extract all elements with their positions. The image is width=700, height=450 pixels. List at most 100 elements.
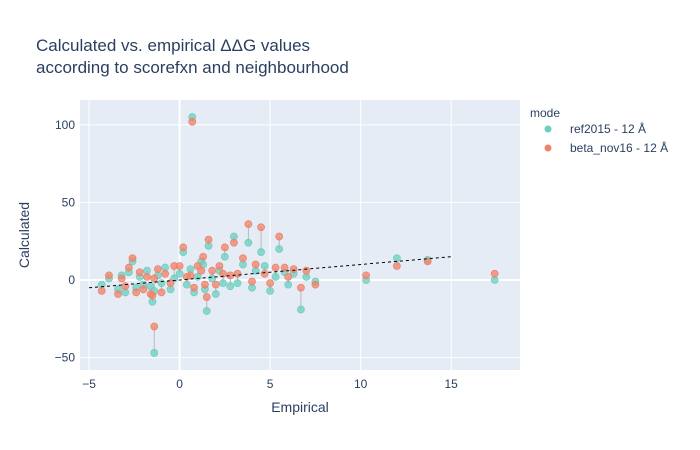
x-tick-label: 5 [267,377,274,391]
data-point-ref2015[interactable] [182,280,191,289]
data-point-ref2015[interactable] [392,254,401,263]
data-point-ref2015[interactable] [244,238,253,247]
data-point-ref2015[interactable] [208,274,217,283]
data-point-ref2015[interactable] [266,286,275,295]
x-tick-label: 10 [354,377,368,391]
legend-item-beta-nov16[interactable]: beta_nov16 - 12 Å [544,140,669,155]
data-point-ref2015[interactable] [297,305,305,314]
data-point-ref2015[interactable] [257,248,265,256]
data-point-beta-nov16[interactable] [157,288,166,297]
data-point-beta-nov16[interactable] [257,223,265,232]
data-point-ref2015[interactable] [233,279,242,288]
data-points [97,113,499,357]
data-point-ref2015[interactable] [284,280,293,289]
data-point-beta-nov16[interactable] [251,260,260,269]
data-point-beta-nov16[interactable] [124,263,133,272]
data-point-beta-nov16[interactable] [302,266,311,275]
data-point-beta-nov16[interactable] [266,279,275,288]
trend-line [89,256,452,289]
data-point-beta-nov16[interactable] [202,293,211,301]
data-point-beta-nov16[interactable] [284,272,293,281]
x-axis-title: Empirical [271,399,329,415]
data-point-beta-nov16[interactable] [297,283,305,292]
data-point-beta-nov16[interactable] [97,286,106,295]
data-point-beta-nov16[interactable] [132,288,141,297]
data-point-beta-nov16[interactable] [128,254,137,263]
data-point-beta-nov16[interactable] [121,282,130,291]
data-point-beta-nov16[interactable] [211,280,220,289]
legend: mode ref2015 - 12 Å beta_nov16 - 12 Å [530,106,668,155]
data-point-beta-nov16[interactable] [201,280,209,289]
data-point-ref2015[interactable] [193,272,202,281]
data-point-beta-nov16[interactable] [248,277,256,286]
data-point-beta-nov16[interactable] [280,263,289,272]
data-point-beta-nov16[interactable] [289,265,298,274]
data-point-beta-nov16[interactable] [239,254,247,263]
data-point-ref2015[interactable] [226,282,235,291]
trend-line-path [89,256,452,289]
data-point-ref2015[interactable] [275,245,284,253]
legend-marker-ref2015 [544,125,552,133]
chart-title-line-1: Calculated vs. empirical ΔΔG values [36,36,310,55]
legend-label-ref2015: ref2015 - 12 Å [570,121,646,136]
legend-item-ref2015[interactable]: ref2015 - 12 Å [544,121,647,136]
data-point-beta-nov16[interactable] [208,266,217,275]
data-point-beta-nov16[interactable] [197,266,206,275]
data-point-beta-nov16[interactable] [179,243,188,252]
data-point-beta-nov16[interactable] [271,263,280,272]
data-point-beta-nov16[interactable] [117,274,126,283]
data-point-beta-nov16[interactable] [204,235,213,244]
data-point-beta-nov16[interactable] [150,274,159,283]
data-point-beta-nov16[interactable] [199,252,208,261]
data-point-beta-nov16[interactable] [423,257,432,266]
data-point-beta-nov16[interactable] [105,271,113,280]
chart-title-line-2: according to scorefxn and neighbourhood [36,58,349,77]
data-point-beta-nov16[interactable] [161,269,170,278]
data-point-beta-nov16[interactable] [219,269,227,278]
data-point-beta-nov16[interactable] [311,280,320,289]
data-point-ref2015[interactable] [219,279,227,288]
x-tick-label: 0 [176,377,183,391]
data-point-ref2015[interactable] [211,290,220,298]
data-point-beta-nov16[interactable] [186,271,195,280]
data-point-beta-nov16[interactable] [490,269,499,278]
y-axis-title: Calculated [16,202,32,268]
data-point-ref2015[interactable] [260,262,269,270]
chart-title: Calculated vs. empirical ΔΔG values acco… [36,36,349,77]
data-point-beta-nov16[interactable] [233,269,242,278]
data-point-beta-nov16[interactable] [275,232,284,241]
plot-area [80,100,520,370]
data-point-beta-nov16[interactable] [188,117,197,126]
x-tick-label: −5 [82,377,96,391]
data-point-beta-nov16[interactable] [153,265,162,274]
data-point-beta-nov16[interactable] [148,291,157,300]
legend-title: mode [530,106,560,120]
data-point-beta-nov16[interactable] [150,322,159,331]
data-point-beta-nov16[interactable] [135,268,144,277]
data-point-beta-nov16[interactable] [175,262,184,270]
data-point-ref2015[interactable] [157,279,166,288]
data-point-beta-nov16[interactable] [362,271,370,280]
data-point-beta-nov16[interactable] [230,238,238,247]
data-point-ref2015[interactable] [150,349,159,357]
data-point-beta-nov16[interactable] [220,243,229,252]
y-tick-label: 50 [62,195,76,209]
data-point-ref2015[interactable] [202,307,211,315]
data-point-beta-nov16[interactable] [215,262,224,270]
data-point-beta-nov16[interactable] [190,283,198,292]
data-point-ref2015[interactable] [271,272,280,281]
data-point-beta-nov16[interactable] [244,220,253,229]
legend-marker-beta-nov16 [544,144,552,152]
legend-label-beta-nov16: beta_nov16 - 12 Å [570,140,668,155]
x-tick-label: 15 [445,377,459,391]
data-point-beta-nov16[interactable] [114,290,122,298]
data-point-beta-nov16[interactable] [143,272,151,281]
data-point-ref2015[interactable] [175,269,184,278]
data-point-beta-nov16[interactable] [260,269,269,278]
x-tick-labels: −5 0 5 10 15 [82,377,458,391]
data-point-beta-nov16[interactable] [392,262,401,270]
data-point-beta-nov16[interactable] [139,285,148,294]
y-tick-label: −50 [55,351,76,365]
data-point-ref2015[interactable] [220,252,229,261]
